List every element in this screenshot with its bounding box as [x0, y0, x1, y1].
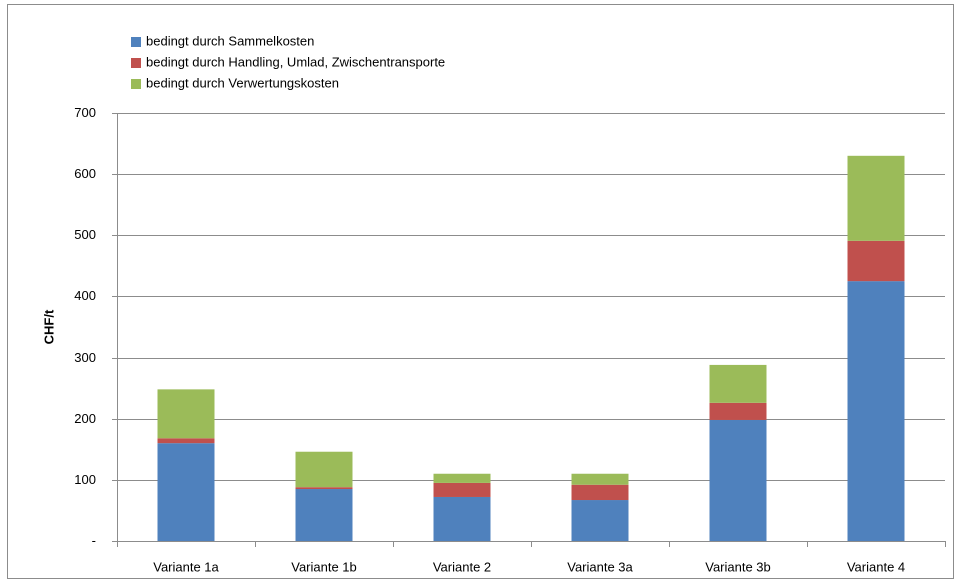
- legend-label: bedingt durch Sammelkosten: [146, 33, 314, 48]
- bar-segment: [433, 473, 491, 483]
- x-tick-label: Variante 1a: [153, 559, 219, 574]
- bar-segment: [709, 419, 767, 541]
- x-tick-label: Variante 2: [433, 559, 491, 574]
- x-tick-label: Variante 3b: [705, 559, 771, 574]
- y-tick-label: 100: [74, 472, 96, 487]
- y-tick-label: 700: [74, 105, 96, 120]
- bar-segment: [157, 438, 215, 444]
- y-tick-label: 300: [74, 350, 96, 365]
- y-axis-label: CHF/t: [41, 309, 56, 344]
- bar-segment: [847, 155, 905, 241]
- x-tick-label: Variante 3a: [567, 559, 633, 574]
- bar-segment: [847, 281, 905, 541]
- bar-segment: [709, 402, 767, 420]
- bar-segment: [571, 500, 629, 541]
- bar-segment: [295, 487, 353, 490]
- bar-segment: [157, 389, 215, 439]
- bar-segment: [847, 240, 905, 282]
- bar-segment: [571, 473, 629, 485]
- legend-label: bedingt durch Handling, Umlad, Zwischent…: [146, 54, 445, 69]
- bar-segment: [157, 443, 215, 541]
- legend-swatch: [131, 58, 141, 68]
- bar-segment: [571, 484, 629, 501]
- y-tick-label: 600: [74, 166, 96, 181]
- bar-segment: [709, 364, 767, 403]
- legend-swatch: [131, 37, 141, 47]
- legend-label: bedingt durch Verwertungskosten: [146, 75, 339, 90]
- bar-segment: [433, 482, 491, 497]
- y-tick-label: 200: [74, 411, 96, 426]
- x-tick-label: Variante 4: [847, 559, 905, 574]
- y-tick-label: 400: [74, 288, 96, 303]
- y-tick-label: 500: [74, 227, 96, 242]
- x-tick-label: Variante 1b: [291, 559, 357, 574]
- bar-segment: [433, 496, 491, 541]
- y-tick-label: -: [92, 533, 96, 548]
- bar-segment: [295, 489, 353, 541]
- legend-swatch: [131, 79, 141, 89]
- bar-segment: [295, 451, 353, 488]
